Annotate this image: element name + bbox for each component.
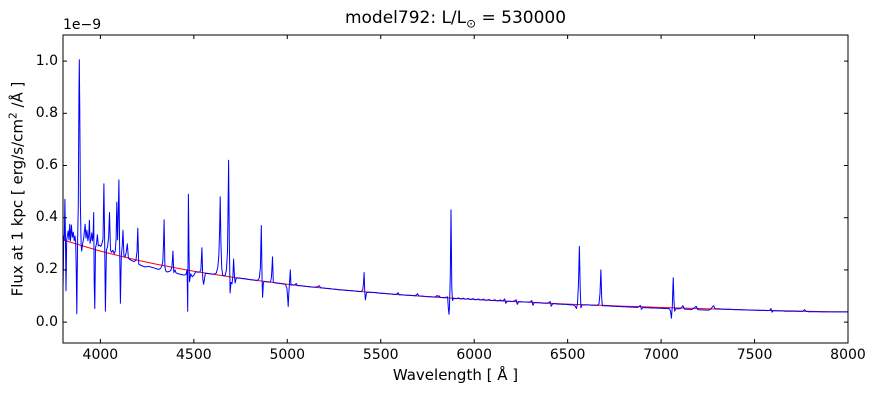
x-tick-label: 7000 [643, 347, 679, 363]
axes-frame [62, 34, 849, 344]
y-tick-label: 0.4 [35, 209, 58, 226]
y-tick-label: 0.6 [35, 157, 58, 173]
continuum-fit-line [62, 239, 849, 313]
model-spectrum-line [62, 59, 848, 319]
x-tick-label: 5500 [362, 347, 399, 363]
y-tick-label: 0.0 [35, 313, 58, 330]
x-tick-label: 8000 [830, 347, 866, 363]
plot-title: model792: L/L⊙ = 530000 [63, 8, 848, 30]
x-axis-label: Wavelength [ Å ] [392, 366, 519, 384]
y-tick-label: 1.0 [35, 52, 58, 69]
plot-title-prefix: model792: L/L [344, 8, 467, 28]
y-tick-label: 0.8 [35, 104, 58, 121]
y-tick-label: 0.2 [35, 261, 58, 278]
x-tick-label: 6000 [456, 347, 492, 363]
y-axis-offset-label: 1e−9 [63, 17, 102, 33]
sun-symbol-subscript: ⊙ [466, 16, 477, 31]
x-tick-label: 7500 [736, 347, 773, 363]
plot-title-suffix: = 530000 [476, 8, 567, 28]
y-axis-label-superscript: 2 [7, 112, 20, 119]
x-tick-label: 4000 [82, 347, 119, 363]
x-tick-label: 4500 [176, 347, 212, 363]
x-tick-label: 6500 [549, 347, 586, 363]
x-tick-label: 5000 [269, 347, 306, 363]
